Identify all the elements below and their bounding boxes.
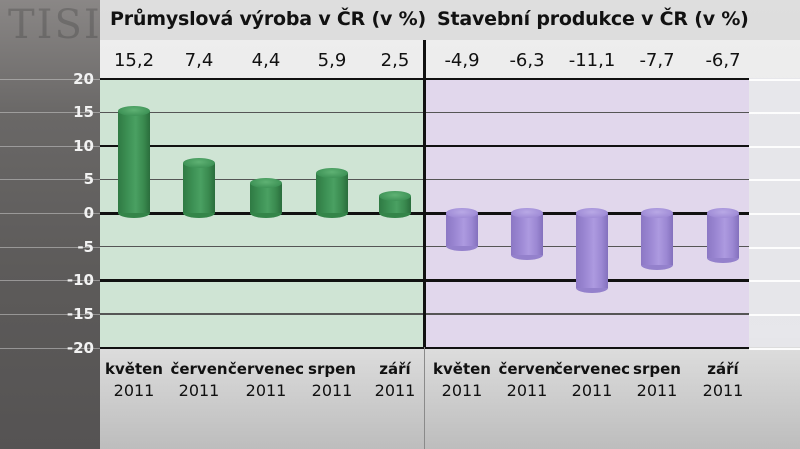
- axis-tick-line: [0, 112, 100, 114]
- industry-bar: [316, 168, 348, 218]
- y-tick-label: 5: [83, 170, 94, 189]
- gridline-extension: [749, 313, 800, 316]
- gridline-extension: [749, 112, 800, 115]
- gridline-extension: [749, 145, 800, 148]
- industry-value-label: 15,2: [113, 50, 155, 71]
- construction-bar: [511, 208, 543, 261]
- y-tick-label: -5: [77, 237, 94, 256]
- construction-category-label: červen 2011: [498, 360, 556, 400]
- industry-value-label: 2,5: [380, 50, 410, 71]
- construction-value-label: -7,7: [639, 50, 675, 71]
- gridline-extension: [749, 78, 800, 81]
- axis-tick-line: [0, 347, 100, 349]
- gridline-extension: [749, 280, 800, 283]
- construction-category-label: červenec 2011: [553, 360, 631, 400]
- axis-tick-line: [0, 280, 100, 282]
- axis-tick-line: [0, 213, 100, 214]
- axis-tick-line: [0, 313, 100, 315]
- gridline-extension: [749, 347, 800, 350]
- industry-chart-title: Průmyslová výroba v ČR (v %): [110, 8, 426, 30]
- industry-value-label: 4,4: [251, 50, 281, 71]
- chart-divider-lower: [424, 347, 425, 449]
- banknote-watermark: TISI: [8, 2, 102, 48]
- y-tick-label: 15: [73, 103, 94, 122]
- industry-category-label: srpen 2011: [308, 360, 356, 400]
- axis-tick-line: [0, 145, 100, 147]
- construction-bar: [641, 208, 673, 270]
- chart-divider: [423, 40, 426, 348]
- construction-value-label: -4,9: [444, 50, 480, 71]
- gridline-extension: [749, 179, 800, 182]
- industry-category-label: červen 2011: [170, 360, 228, 400]
- y-tick-label: -10: [66, 271, 94, 290]
- construction-value-label: -6,3: [509, 50, 545, 71]
- construction-value-label: -6,7: [705, 50, 741, 71]
- industry-value-label: 7,4: [184, 50, 214, 71]
- industry-bar: [183, 158, 215, 218]
- construction-bar: [576, 208, 608, 293]
- industry-bar: [118, 105, 150, 218]
- right-edge-strip: [749, 78, 800, 347]
- y-tick-label: 20: [73, 69, 94, 88]
- values-band: [100, 40, 800, 78]
- industry-bar: [379, 191, 411, 218]
- construction-value-label: -11,1: [568, 50, 616, 71]
- y-axis-panel: TISI: [0, 0, 100, 449]
- axis-tick-line: [0, 78, 100, 80]
- construction-category-label: květen 2011: [433, 360, 491, 400]
- industry-value-label: 5,9: [317, 50, 347, 71]
- industry-category-label: květen 2011: [105, 360, 163, 400]
- construction-category-label: srpen 2011: [633, 360, 681, 400]
- industry-bar: [250, 178, 282, 218]
- industry-category-label: září 2011: [374, 360, 416, 400]
- axis-tick-line: [0, 246, 100, 248]
- construction-bar: [446, 208, 478, 251]
- construction-category-label: září 2011: [702, 360, 744, 400]
- gridline-extension: [749, 213, 800, 215]
- axis-tick-line: [0, 179, 100, 181]
- y-tick-label: 0: [83, 204, 94, 222]
- construction-chart-title: Stavební produkce v ČR (v %): [437, 8, 749, 30]
- industry-category-label: červenec 2011: [227, 360, 305, 400]
- gridline-extension: [749, 246, 800, 249]
- y-tick-label: 10: [73, 136, 94, 155]
- y-tick-label: -15: [66, 304, 94, 323]
- y-tick-label: -20: [66, 338, 94, 357]
- construction-bar: [707, 208, 739, 264]
- title-band: [100, 0, 800, 40]
